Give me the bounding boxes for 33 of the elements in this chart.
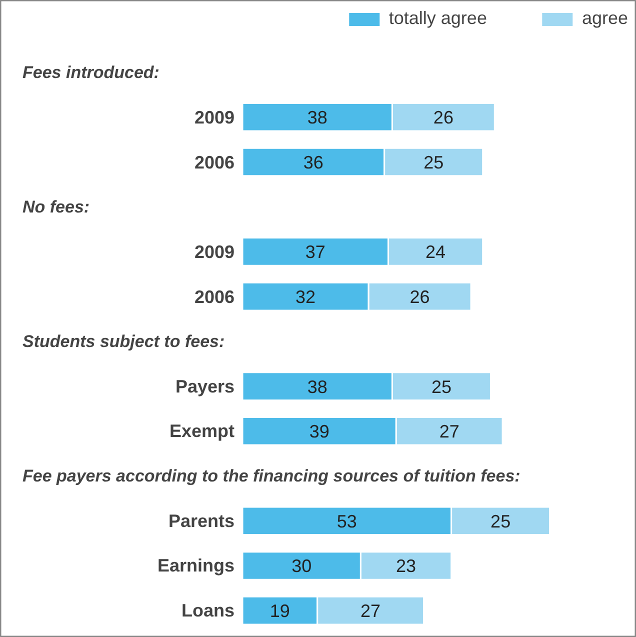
data-label: 30 bbox=[292, 556, 312, 576]
legend-label: totally agree bbox=[388, 8, 487, 29]
annotation: Fee payers according to the financing sources of tuition fees: bbox=[22, 466, 520, 486]
text: No fees: bbox=[22, 197, 90, 216]
data-label: 26 bbox=[410, 287, 430, 308]
data-label: 19 bbox=[270, 601, 290, 622]
data-label: 27 bbox=[439, 422, 460, 442]
y-tick-label: Payers bbox=[175, 376, 235, 396]
y-tick-label: 2006 bbox=[194, 287, 235, 308]
y-tick-label: 2006 bbox=[194, 152, 235, 172]
y-tick-label: 2009 bbox=[194, 242, 235, 262]
data-label: 32 bbox=[296, 287, 316, 308]
data-label: 25 bbox=[431, 376, 452, 397]
data-label: 27 bbox=[360, 601, 381, 622]
y-tick-label: 2009 bbox=[194, 108, 235, 128]
data-label: 23 bbox=[396, 556, 416, 576]
data-label: 38 bbox=[307, 108, 328, 128]
data-label: 24 bbox=[426, 242, 446, 262]
text: Fees introduced: bbox=[22, 62, 160, 82]
data-label: 39 bbox=[309, 422, 330, 442]
data-label: 36 bbox=[303, 152, 324, 172]
y-tick-label: Loans bbox=[181, 600, 235, 621]
y-tick-label: Exempt bbox=[169, 421, 235, 442]
data-label: 25 bbox=[490, 511, 511, 532]
text: Students subject to fees: bbox=[22, 332, 225, 351]
data-label: 53 bbox=[336, 511, 357, 532]
data-label: 37 bbox=[305, 242, 326, 262]
data-label: 26 bbox=[433, 108, 454, 128]
y-tick-label: Parents bbox=[168, 510, 235, 531]
data-label: 38 bbox=[307, 376, 328, 397]
data-label: 25 bbox=[424, 152, 444, 172]
legend-label: agree bbox=[582, 8, 628, 29]
y-tick-label: Earnings bbox=[157, 556, 235, 576]
